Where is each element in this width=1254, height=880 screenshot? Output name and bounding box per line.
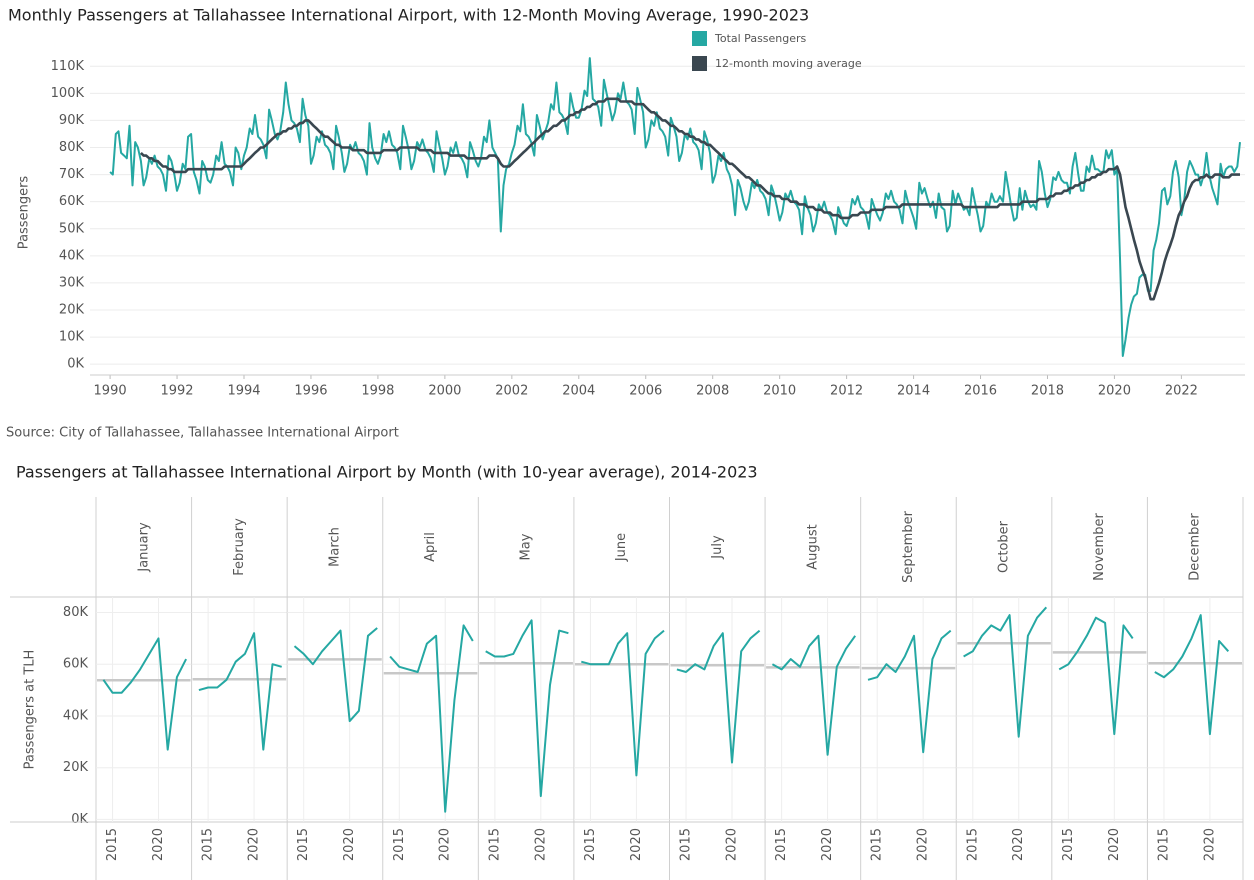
panel-header: March — [327, 527, 342, 567]
x-tick-label: 2015 — [965, 828, 980, 861]
x-tick-label: 2006 — [629, 384, 662, 399]
panel-header: October — [997, 520, 1012, 573]
panel-header: November — [1092, 513, 1107, 581]
x-tick-label: 1992 — [160, 384, 193, 399]
x-tick-label: 2015 — [583, 828, 598, 861]
y-tick-label: 10K — [59, 330, 85, 345]
legend-swatch — [692, 56, 707, 71]
x-tick-label: 2020 — [151, 828, 166, 861]
x-tick-label: 2020 — [1011, 828, 1026, 861]
series-line — [485, 619, 569, 798]
y-tick-label: 100K — [51, 86, 85, 101]
x-tick-label: 2020 — [820, 828, 835, 861]
x-tick-label: 2015 — [392, 828, 407, 861]
x-tick-label: 2015 — [679, 828, 694, 861]
x-tick-label: 2015 — [1061, 828, 1076, 861]
series-line — [139, 97, 1240, 301]
x-tick-label: 1998 — [361, 384, 394, 399]
panel-header: December — [1188, 513, 1203, 581]
chart-title: Passengers at Tallahassee International … — [16, 463, 758, 482]
x-tick-label: 2015 — [201, 828, 216, 861]
series-line — [109, 57, 1241, 357]
panel-header: September — [901, 510, 916, 583]
x-tick-label: 2015 — [774, 828, 789, 861]
panel-header: July — [710, 535, 725, 560]
series-line — [293, 627, 378, 723]
chart-title: Monthly Passengers at Tallahassee Intern… — [8, 6, 809, 25]
series-line — [676, 629, 761, 764]
y-tick-label: 0K — [67, 357, 84, 372]
x-tick-label: 2015 — [105, 828, 120, 861]
series-line — [581, 629, 665, 777]
y-tick-label: 40K — [63, 708, 89, 723]
y-tick-label: 110K — [51, 59, 85, 74]
x-tick-label: 2020 — [438, 828, 453, 861]
panel-header: April — [423, 532, 438, 562]
x-tick-label: 2002 — [495, 384, 528, 399]
x-tick-label: 2020 — [724, 828, 739, 861]
y-tick-label: 30K — [59, 275, 85, 290]
y-axis-label: Passengers at TLH — [23, 650, 38, 770]
x-tick-label: 2020 — [342, 828, 357, 861]
y-tick-label: 60K — [63, 657, 89, 672]
x-tick-label: 1990 — [94, 384, 127, 399]
x-tick-label: 1996 — [294, 384, 327, 399]
y-tick-label: 20K — [59, 303, 85, 318]
legend-label: 12-month moving average — [715, 57, 862, 70]
series-line — [867, 629, 952, 754]
series-line — [1154, 614, 1230, 736]
series-line — [102, 637, 187, 751]
legend-label: Total Passengers — [714, 32, 807, 45]
panel-header: May — [519, 533, 534, 560]
x-tick-label: 2020 — [1202, 828, 1217, 861]
x-tick-label: 2016 — [964, 384, 997, 399]
y-tick-label: 50K — [59, 221, 85, 236]
y-tick-label: 70K — [59, 167, 85, 182]
panel-header: February — [232, 518, 247, 576]
legend-swatch — [692, 31, 707, 46]
x-tick-label: 2022 — [1165, 384, 1198, 399]
y-tick-label: 60K — [59, 194, 85, 209]
x-tick-label: 2020 — [1107, 828, 1122, 861]
x-tick-label: 2015 — [870, 828, 885, 861]
series-line — [963, 606, 1048, 738]
series-line — [771, 634, 857, 756]
source-note: Source: City of Tallahassee, Tallahassee… — [6, 426, 399, 441]
y-tick-label: 80K — [63, 605, 89, 620]
x-tick-label: 2020 — [916, 828, 931, 861]
y-axis-label: Passengers — [17, 176, 32, 250]
panel-header: June — [614, 533, 629, 562]
series-line — [389, 624, 474, 813]
x-tick-label: 2014 — [897, 384, 930, 399]
x-tick-label: 2020 — [1098, 384, 1131, 399]
x-tick-label: 2000 — [428, 384, 461, 399]
y-tick-label: 80K — [59, 140, 85, 155]
x-tick-label: 2020 — [533, 828, 548, 861]
y-tick-label: 40K — [59, 248, 85, 263]
x-tick-label: 2015 — [1156, 828, 1171, 861]
x-tick-label: 2008 — [696, 384, 729, 399]
x-tick-label: 2020 — [247, 828, 262, 861]
y-tick-label: 90K — [59, 113, 85, 128]
x-tick-label: 2004 — [562, 384, 595, 399]
x-tick-label: 2015 — [487, 828, 502, 861]
x-tick-label: 2015 — [296, 828, 311, 861]
x-tick-label: 2020 — [629, 828, 644, 861]
x-tick-label: 2012 — [830, 384, 863, 399]
y-tick-label: 0K — [71, 812, 88, 827]
series-line — [1058, 616, 1134, 736]
x-tick-label: 1994 — [227, 384, 260, 399]
series-line — [198, 632, 282, 751]
panel-header: August — [805, 524, 820, 570]
x-tick-label: 2018 — [1031, 384, 1064, 399]
y-tick-label: 20K — [63, 760, 89, 775]
x-tick-label: 2010 — [763, 384, 796, 399]
panel-header: January — [136, 522, 151, 573]
